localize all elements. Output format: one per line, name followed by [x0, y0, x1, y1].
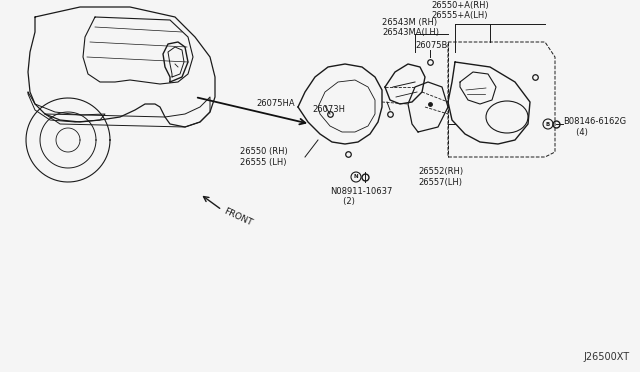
Text: 26075HA: 26075HA	[257, 99, 295, 109]
Text: 26075B: 26075B	[415, 41, 447, 50]
Text: J26500XT: J26500XT	[584, 352, 630, 362]
Text: 26550 (RH)
26555 (LH): 26550 (RH) 26555 (LH)	[240, 147, 288, 167]
Text: 26073H: 26073H	[312, 106, 345, 115]
Text: 26550+A(RH)
26555+A(LH): 26550+A(RH) 26555+A(LH)	[431, 1, 489, 20]
Text: 26552(RH)
26557(LH): 26552(RH) 26557(LH)	[418, 167, 463, 187]
Text: B: B	[546, 122, 550, 126]
Text: B08146-6162G
     (4): B08146-6162G (4)	[563, 117, 626, 137]
Text: 26543M (RH)
26543MA(LH): 26543M (RH) 26543MA(LH)	[382, 17, 439, 37]
Text: N08911-10637
     (2): N08911-10637 (2)	[330, 187, 392, 206]
Text: N: N	[354, 174, 358, 180]
Text: FRONT: FRONT	[222, 206, 253, 228]
